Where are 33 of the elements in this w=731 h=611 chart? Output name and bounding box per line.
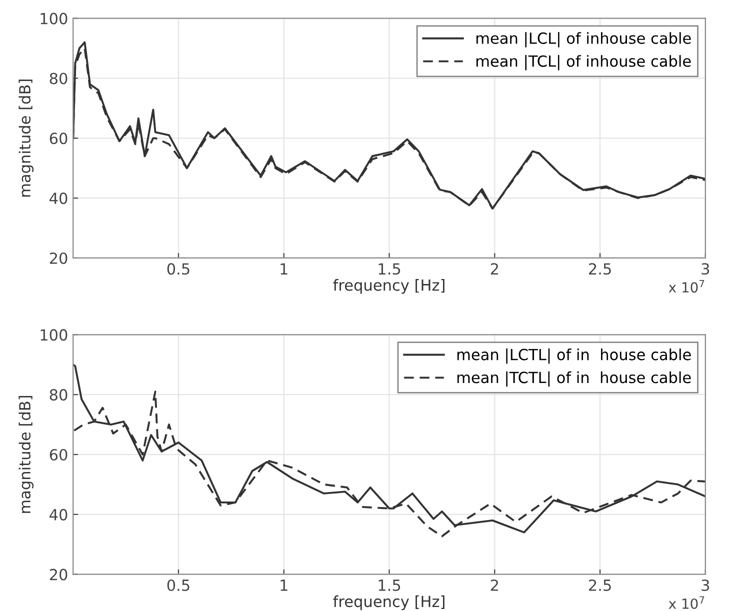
x-tick-label: 2.5 <box>589 263 611 275</box>
legend-label: mean |TCL| of inhouse cable <box>476 54 691 70</box>
y-axis-title: magnitude [dB] <box>18 80 34 197</box>
y-tick-label: 60 <box>50 448 68 461</box>
line-series <box>73 364 706 534</box>
y-tick-label: 40 <box>50 192 68 204</box>
y-tick-label: 20 <box>50 252 68 264</box>
x-tick-label: 2 <box>490 579 498 591</box>
x-tick-label: 3 <box>702 579 710 592</box>
x-tick-label: 2.5 <box>589 579 611 592</box>
y-tick-label: 100 <box>40 329 68 341</box>
text: x 10$^{7}$ <box>668 280 704 293</box>
y-tick-label: 80 <box>50 389 68 401</box>
y-tick-label: 40 <box>50 508 68 520</box>
y-axis-title: magnitude [dB] <box>18 396 34 513</box>
x-tick-label: 0.5 <box>167 579 190 592</box>
text: x 10$^{7}$ <box>668 596 704 609</box>
y-tick-label: 100 <box>40 12 68 24</box>
legend-label: mean |LCTL| of in house cable <box>457 348 691 364</box>
x-tick-label: 1.5 <box>378 580 400 592</box>
x-tick-label: 1 <box>280 263 288 274</box>
x-tick-label: 1 <box>280 580 288 591</box>
legend-label: mean |TCTL| of in house cable <box>457 371 691 387</box>
x-tick-label: 1.5 <box>378 263 400 275</box>
x-tick-label: 2 <box>490 263 498 274</box>
x-axis-title: frequency [Hz] <box>333 595 444 610</box>
y-tick-label: 20 <box>50 568 68 580</box>
x-axis-title: frequency [Hz] <box>333 279 444 294</box>
x-tick-label: 0.5 <box>167 263 190 275</box>
y-tick-label: 80 <box>50 72 68 84</box>
legend-label: mean |LCL| of inhouse cable <box>476 32 691 48</box>
y-tick-label: 60 <box>50 132 68 144</box>
x-tick-label: 3 <box>702 263 710 275</box>
